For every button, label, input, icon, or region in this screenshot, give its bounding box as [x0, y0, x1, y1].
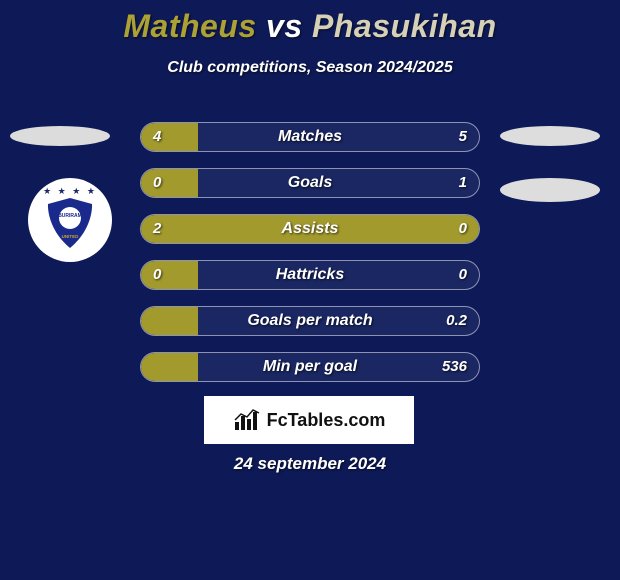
- stat-row: Goals0 1: [140, 168, 480, 198]
- club-badge: ★ ★ ★ ★ BURIRAM UNITED: [28, 178, 112, 262]
- title-player2: Phasukihan: [312, 8, 497, 44]
- stat-value-left: 4: [153, 123, 161, 151]
- stat-row: Min per goal536: [140, 352, 480, 382]
- stat-row: Goals per match0.2: [140, 306, 480, 336]
- brand-chart-icon: [233, 408, 261, 432]
- stat-label: Hattricks: [141, 261, 479, 289]
- subtitle: Club competitions, Season 2024/2025: [0, 59, 620, 77]
- stat-label: Goals per match: [141, 307, 479, 335]
- club-badge-inner: ★ ★ ★ ★ BURIRAM UNITED: [38, 188, 102, 252]
- player2-placeholder-oval-2: [500, 178, 600, 202]
- badge-text-bottom: UNITED: [62, 234, 80, 239]
- stat-value-right: 0: [459, 261, 467, 289]
- stat-value-left: 0: [153, 169, 161, 197]
- stat-value-right: 536: [442, 353, 467, 381]
- title-vs: vs: [266, 8, 303, 44]
- stat-label: Matches: [141, 123, 479, 151]
- stat-row: Hattricks0 0: [140, 260, 480, 290]
- stat-value-right: 0.2: [446, 307, 467, 335]
- stat-value-right: 0: [459, 215, 467, 243]
- shield-icon: BURIRAM UNITED: [46, 198, 94, 248]
- player2-placeholder-oval-1: [500, 126, 600, 146]
- brand-text: FcTables.com: [267, 410, 386, 431]
- title-player1: Matheus: [123, 8, 256, 44]
- stat-label: Goals: [141, 169, 479, 197]
- stat-value-right: 1: [459, 169, 467, 197]
- stat-label: Min per goal: [141, 353, 479, 381]
- stat-value-left: 0: [153, 261, 161, 289]
- comparison-infographic: Matheus vs Phasukihan Club competitions,…: [0, 0, 620, 580]
- date-text: 24 september 2024: [0, 454, 620, 474]
- stat-value-right: 5: [459, 123, 467, 151]
- player1-placeholder-oval: [10, 126, 110, 146]
- stat-row: Matches4 5: [140, 122, 480, 152]
- brand-box: FcTables.com: [204, 396, 414, 444]
- stat-label: Assists: [141, 215, 479, 243]
- badge-text-top: BURIRAM: [58, 213, 82, 219]
- stat-bars: Matches45Goals01Assists20Hattricks00Goal…: [140, 122, 480, 398]
- badge-stars: ★ ★ ★ ★: [38, 186, 102, 197]
- stat-value-left: 2: [153, 215, 161, 243]
- page-title: Matheus vs Phasukihan: [0, 0, 620, 45]
- stat-row: Assists2 0: [140, 214, 480, 244]
